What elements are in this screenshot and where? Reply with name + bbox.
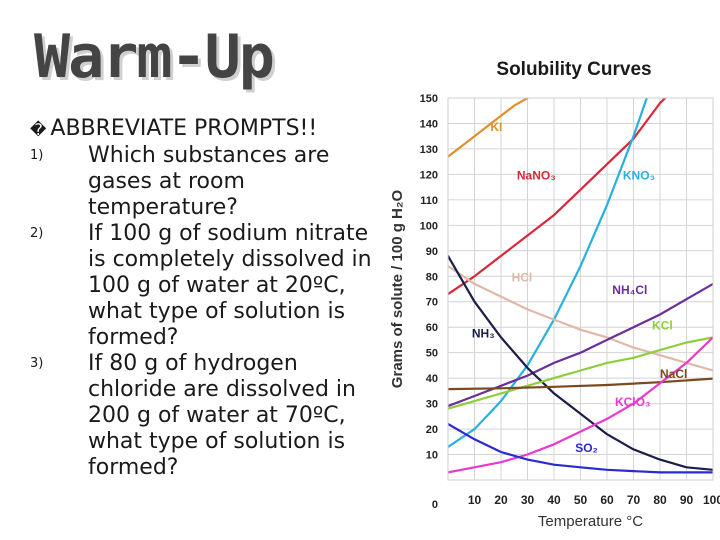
series-line-so2 — [448, 422, 713, 474]
y-tick-label: 50 — [426, 348, 438, 360]
y-tick-label: 10 — [426, 450, 438, 462]
question-text: If 80 g of hydrogen chloride are dissolv… — [88, 351, 356, 480]
question-item: 2) If 100 g of sodium nitrate is complet… — [30, 221, 380, 351]
chart-title: Solubility Curves — [496, 59, 651, 80]
y-tick-label: 130 — [420, 144, 438, 156]
chart-grid — [448, 98, 713, 480]
x-tick-label: 100 — [703, 493, 720, 507]
x-tick-label: 70 — [627, 493, 641, 507]
y-axis-label: Grams of solute / 100 g H₂O — [389, 189, 406, 388]
question-item: 3) If 80 g of hydrogen chloride are diss… — [30, 351, 380, 481]
question-number: 1) — [30, 148, 44, 163]
y-tick-label: 0 — [432, 499, 438, 511]
series-label-so2: SO₂ — [575, 441, 598, 455]
bullet-icon: � — [30, 120, 47, 139]
y-tick-label: 70 — [426, 297, 438, 309]
series-label-kno3: KNO₃ — [623, 168, 655, 182]
series-line-nano3 — [448, 98, 667, 296]
series-label-nh3: NH₃ — [472, 326, 495, 340]
prompts-list: � ABBREVIATE PROMPTS!! 1) Which substanc… — [30, 116, 380, 481]
chart-series — [448, 98, 713, 474]
series-label-nano3: NaNO₃ — [517, 168, 556, 182]
series-line-nacl — [448, 377, 713, 391]
y-tick-label: 80 — [426, 271, 438, 283]
slide-title: Warm-Up — [34, 22, 275, 92]
x-tick-label: 10 — [468, 493, 482, 507]
y-tick-label: 90 — [426, 246, 438, 258]
question-item: 1) Which substances are gases at room te… — [30, 143, 380, 221]
series-line-kcl — [448, 336, 713, 410]
plot-frame — [447, 97, 714, 481]
lead-line: � ABBREVIATE PROMPTS!! — [30, 116, 380, 143]
series-label-nh4cl: NH₄Cl — [612, 283, 647, 297]
y-tick-label: 60 — [426, 322, 438, 334]
series-line-hcl — [448, 265, 713, 372]
chart-series-labels: KI NaNO₃ KNO₃ HCl NH₄Cl NH₃ KCl NaCl KClO₃ SO₂ — [472, 120, 687, 455]
series-line-nh3 — [448, 254, 713, 471]
x-tick-label: 60 — [600, 493, 614, 507]
x-tick-label: 40 — [547, 493, 561, 507]
series-line-kclo3 — [448, 336, 713, 474]
series-label-hcl: HCl — [512, 270, 533, 284]
chart-ticks: 0 10 20 30 40 50 60 70 80 90 100 110 120 130 140 150 10 2… — [420, 93, 720, 511]
y-tick-label: 100 — [420, 220, 438, 232]
y-tick-label: 140 — [420, 118, 438, 130]
solubility-chart: Solubility Curves 0 10 20 30 40 50 60 70 80 90 100… — [389, 59, 720, 530]
series-label-ki: KI — [490, 120, 502, 134]
series-label-kclo3: KClO₃ — [615, 395, 651, 409]
x-tick-label: 80 — [653, 493, 667, 507]
question-number: 3) — [30, 356, 44, 371]
x-axis-label: Temperature °C — [538, 513, 643, 530]
x-tick-label: 30 — [521, 493, 535, 507]
y-tick-label: 30 — [426, 399, 438, 411]
series-label-nacl: NaCl — [660, 367, 687, 381]
x-tick-label: 20 — [494, 493, 508, 507]
y-tick-label: 110 — [420, 195, 438, 207]
y-tick-label: 20 — [426, 424, 438, 436]
y-tick-label: 40 — [426, 373, 438, 385]
y-tick-label: 120 — [420, 169, 438, 181]
x-tick-label: 50 — [574, 493, 588, 507]
series-label-kcl: KCl — [652, 319, 673, 333]
question-text: Which substances are gases at room tempe… — [88, 143, 330, 220]
question-text: If 100 g of sodium nitrate is completely… — [88, 221, 372, 350]
question-number: 2) — [30, 226, 44, 241]
x-tick-label: 90 — [680, 493, 694, 507]
series-line-ki — [448, 98, 529, 158]
lead-text: ABBREVIATE PROMPTS!! — [50, 116, 318, 141]
y-tick-label: 150 — [420, 93, 438, 105]
